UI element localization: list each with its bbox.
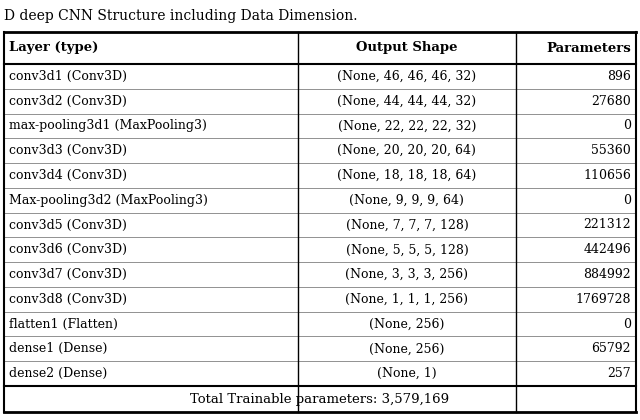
Text: dense1 (Dense): dense1 (Dense) <box>9 342 108 355</box>
Text: 110656: 110656 <box>583 169 631 182</box>
Text: (None, 256): (None, 256) <box>369 318 445 331</box>
Text: (None, 5, 5, 5, 128): (None, 5, 5, 5, 128) <box>346 243 468 256</box>
Text: dense2 (Dense): dense2 (Dense) <box>9 367 108 380</box>
Text: Parameters: Parameters <box>547 42 631 55</box>
Text: conv3d1 (Conv3D): conv3d1 (Conv3D) <box>9 70 127 83</box>
Text: conv3d8 (Conv3D): conv3d8 (Conv3D) <box>9 293 127 306</box>
Text: (None, 256): (None, 256) <box>369 342 445 355</box>
Text: (None, 3, 3, 3, 256): (None, 3, 3, 3, 256) <box>346 268 468 281</box>
Text: (None, 20, 20, 20, 64): (None, 20, 20, 20, 64) <box>337 144 476 157</box>
Text: D deep CNN Structure including Data Dimension.: D deep CNN Structure including Data Dime… <box>4 9 358 23</box>
Text: conv3d3 (Conv3D): conv3d3 (Conv3D) <box>9 144 127 157</box>
Text: conv3d6 (Conv3D): conv3d6 (Conv3D) <box>9 243 127 256</box>
Text: 896: 896 <box>607 70 631 83</box>
Text: (None, 7, 7, 7, 128): (None, 7, 7, 7, 128) <box>346 218 468 231</box>
Text: (None, 1): (None, 1) <box>377 367 436 380</box>
Text: conv3d4 (Conv3D): conv3d4 (Conv3D) <box>9 169 127 182</box>
Text: max-pooling3d1 (MaxPooling3): max-pooling3d1 (MaxPooling3) <box>9 119 207 132</box>
Text: 884992: 884992 <box>584 268 631 281</box>
Text: 0: 0 <box>623 318 631 331</box>
Text: 221312: 221312 <box>584 218 631 231</box>
Text: conv3d2 (Conv3D): conv3d2 (Conv3D) <box>9 94 127 108</box>
Text: 0: 0 <box>623 194 631 207</box>
Text: Total Trainable parameters: 3,579,169: Total Trainable parameters: 3,579,169 <box>191 393 449 405</box>
Text: 0: 0 <box>623 119 631 132</box>
Text: (None, 44, 44, 44, 32): (None, 44, 44, 44, 32) <box>337 94 476 108</box>
Text: Output Shape: Output Shape <box>356 42 458 55</box>
Text: Max-pooling3d2 (MaxPooling3): Max-pooling3d2 (MaxPooling3) <box>9 194 208 207</box>
Text: 27680: 27680 <box>591 94 631 108</box>
Text: conv3d7 (Conv3D): conv3d7 (Conv3D) <box>9 268 127 281</box>
Text: conv3d5 (Conv3D): conv3d5 (Conv3D) <box>9 218 127 231</box>
Text: (None, 22, 22, 22, 32): (None, 22, 22, 22, 32) <box>338 119 476 132</box>
Text: (None, 46, 46, 46, 32): (None, 46, 46, 46, 32) <box>337 70 476 83</box>
Text: (None, 1, 1, 1, 256): (None, 1, 1, 1, 256) <box>346 293 468 306</box>
Text: Layer (type): Layer (type) <box>9 42 99 55</box>
Text: 65792: 65792 <box>591 342 631 355</box>
Text: (None, 18, 18, 18, 64): (None, 18, 18, 18, 64) <box>337 169 477 182</box>
Text: 442496: 442496 <box>583 243 631 256</box>
Text: (None, 9, 9, 9, 64): (None, 9, 9, 9, 64) <box>349 194 465 207</box>
Text: 257: 257 <box>607 367 631 380</box>
Text: flatten1 (Flatten): flatten1 (Flatten) <box>9 318 118 331</box>
Text: 55360: 55360 <box>591 144 631 157</box>
Text: 1769728: 1769728 <box>575 293 631 306</box>
